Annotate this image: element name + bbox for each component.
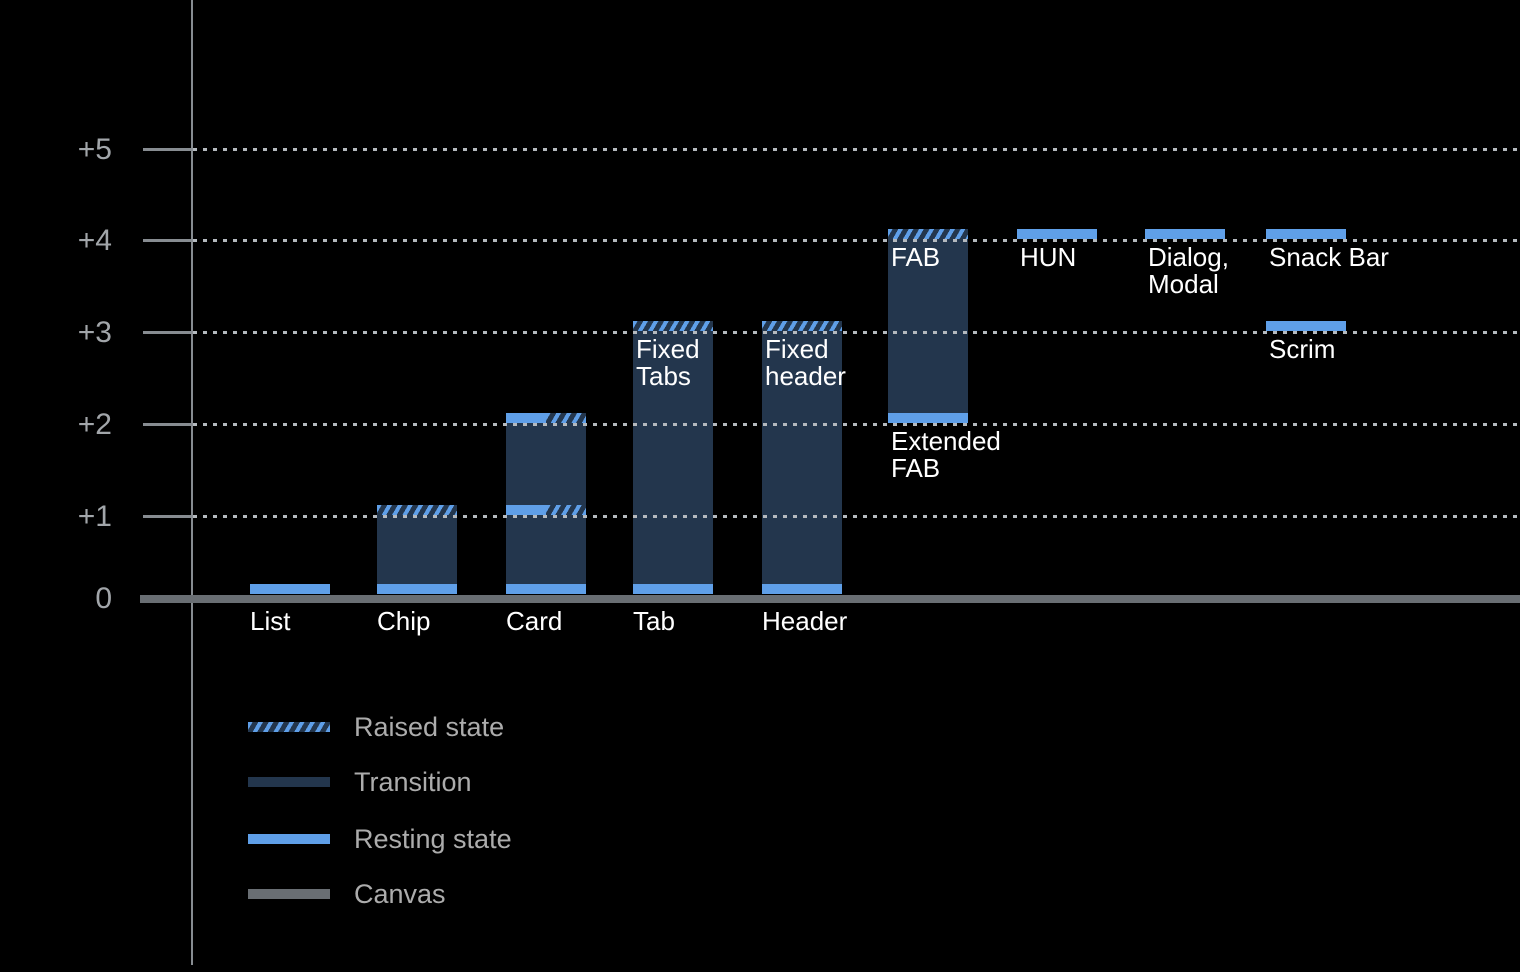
y-tick-+5 <box>143 148 193 151</box>
bar-card-transition <box>506 423 586 584</box>
gridline-+4 <box>193 239 1520 242</box>
gridline-+5 <box>193 148 1520 151</box>
bar-tab-raised-band <box>633 321 713 331</box>
y-tick-+1 <box>143 515 193 518</box>
y-tick-+2 <box>143 423 193 426</box>
gridline-+2 <box>193 423 1520 426</box>
gridline-+1 <box>193 515 1520 518</box>
y-tick-label-+3: +3 <box>77 316 112 349</box>
bar-tab-transition <box>633 331 713 584</box>
bar-card-resting-band <box>506 584 586 594</box>
bar-label-list: List <box>250 608 290 635</box>
bar-label-dialog-modal: Dialog, Modal <box>1148 244 1229 298</box>
bar-card-raised-band <box>546 413 586 423</box>
bar-fab-resting-band <box>888 413 968 423</box>
bar-label-header-line: header <box>765 361 846 391</box>
bar-snack-bar-resting-band <box>1266 229 1346 239</box>
bar-label-scrim: Scrim <box>1269 336 1335 363</box>
bar-label-card-line: Card <box>506 606 563 636</box>
bar-label-tab: Fixed Tabs <box>636 336 700 390</box>
y-tick-label-+2: +2 <box>77 408 112 441</box>
bar-chip-raised-band <box>377 505 457 515</box>
legend-swatch-canvas <box>248 889 330 899</box>
bar-fab-raised-band <box>888 229 968 239</box>
bar-label-tab: Tab <box>633 608 675 635</box>
legend-swatch-resting-state <box>248 834 330 844</box>
bar-label-chip: Chip <box>377 608 430 635</box>
bar-scrim-resting-band <box>1266 321 1346 331</box>
y-tick-+4 <box>143 239 193 242</box>
bar-label-snack-bar-line: Snack Bar <box>1269 242 1389 272</box>
bar-card-resting-band <box>506 413 546 423</box>
bar-label-header: Header <box>762 608 847 635</box>
legend-swatch-transition <box>248 777 330 787</box>
y-tick-+3 <box>143 331 193 334</box>
bar-label-fab-line: FAB <box>891 242 941 272</box>
bar-tab-resting-band <box>633 584 713 594</box>
bar-header-raised-band <box>762 321 842 331</box>
bar-label-chip-line: Chip <box>377 606 431 636</box>
gridline-+3 <box>193 331 1520 334</box>
bar-label-dialog-modal-line: Dialog, <box>1148 242 1229 272</box>
legend-label-canvas: Canvas <box>354 879 446 909</box>
canvas-line <box>140 595 1520 603</box>
bar-header-resting-band <box>762 584 842 594</box>
y-tick-label-0: 0 <box>95 582 112 615</box>
legend-label-transition: Transition <box>354 767 472 797</box>
bar-label-card: Card <box>506 608 562 635</box>
bar-label-fab-line: FAB <box>891 453 941 483</box>
y-tick-label-+4: +4 <box>77 224 112 257</box>
bar-card-resting-band <box>506 505 546 515</box>
bar-label-fab-line: Extended <box>891 426 1001 456</box>
bar-label-dialog-modal-line: Modal <box>1148 269 1219 299</box>
bar-label-fab: FAB <box>891 244 940 271</box>
bar-label-tab-line: Tab <box>633 606 675 636</box>
bar-card-raised-band <box>546 505 586 515</box>
legend-label-raised-state: Raised state <box>354 712 505 742</box>
bar-fab-transition <box>888 239 968 413</box>
legend-swatch-raised-state <box>248 722 330 732</box>
y-axis-line <box>191 0 193 965</box>
bar-label-header-line: Header <box>762 606 848 636</box>
bar-label-header: Fixed header <box>765 336 846 390</box>
bar-label-tab-line: Fixed <box>636 334 700 364</box>
bar-label-scrim-line: Scrim <box>1269 334 1336 364</box>
bar-hun-resting-band <box>1017 229 1097 239</box>
bar-label-list-line: List <box>250 606 291 636</box>
bar-label-hun: HUN <box>1020 244 1076 271</box>
bar-label-snack-bar: Snack Bar <box>1269 244 1389 271</box>
bar-chip-transition <box>377 515 457 584</box>
bar-label-header-line: Fixed <box>765 334 829 364</box>
bar-chip-resting-band <box>377 584 457 594</box>
bar-label-tab-line: Tabs <box>636 361 691 391</box>
bar-dialog-modal-resting-band <box>1145 229 1225 239</box>
y-tick-label-+5: +5 <box>77 133 112 166</box>
legend-label-resting-state: Resting state <box>354 824 512 854</box>
bar-label-fab: Extended FAB <box>891 428 1001 482</box>
bar-header-transition <box>762 331 842 584</box>
bar-list-resting-band <box>250 584 330 594</box>
y-tick-label-+1: +1 <box>77 500 112 533</box>
bar-label-hun-line: HUN <box>1020 242 1077 272</box>
